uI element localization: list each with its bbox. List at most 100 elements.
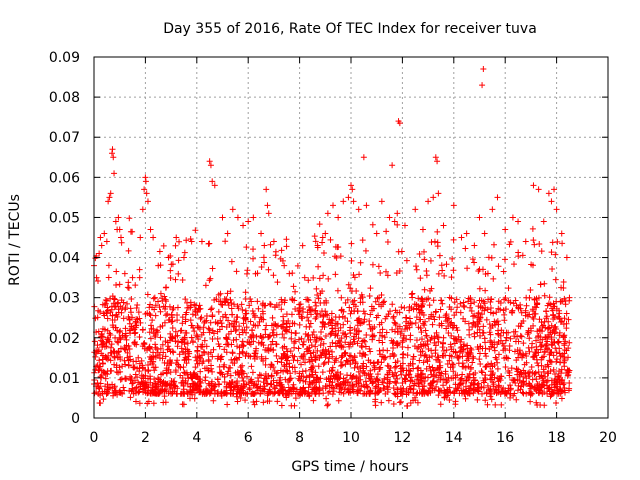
data-point	[185, 356, 192, 363]
data-point	[229, 311, 236, 318]
data-point	[279, 257, 286, 264]
data-point	[249, 307, 256, 314]
data-point	[424, 341, 431, 348]
data-point	[218, 392, 225, 399]
data-point	[515, 305, 522, 312]
data-point	[139, 343, 146, 350]
data-point	[559, 240, 566, 247]
data-point	[507, 335, 514, 342]
data-point	[99, 352, 106, 359]
data-point	[515, 354, 522, 361]
data-point	[95, 347, 102, 354]
data-point	[217, 290, 224, 297]
data-point	[96, 357, 103, 364]
data-point	[242, 289, 249, 296]
data-point	[531, 296, 538, 303]
data-point	[206, 277, 213, 284]
data-point	[179, 379, 186, 386]
data-point	[533, 304, 540, 311]
data-point	[159, 355, 166, 362]
data-point	[490, 241, 497, 248]
data-point	[372, 385, 379, 392]
data-point	[394, 341, 401, 348]
data-point	[396, 120, 403, 127]
data-point	[520, 340, 527, 347]
data-point	[349, 298, 356, 305]
data-point	[432, 342, 439, 349]
data-point	[299, 242, 306, 249]
data-point	[392, 328, 399, 335]
data-point	[523, 359, 530, 366]
data-point	[314, 347, 321, 354]
data-point	[194, 347, 201, 354]
data-point	[127, 356, 134, 363]
data-point	[363, 383, 370, 390]
data-point	[384, 347, 391, 354]
data-point	[534, 301, 541, 308]
data-point	[194, 360, 201, 367]
data-point	[115, 214, 122, 221]
data-point	[459, 347, 466, 354]
data-point	[101, 230, 108, 237]
data-point	[179, 320, 186, 327]
data-point	[554, 373, 561, 380]
data-point	[299, 315, 306, 322]
data-point	[337, 358, 344, 365]
data-point	[460, 315, 467, 322]
data-point	[565, 316, 572, 323]
data-point	[453, 324, 460, 331]
data-point	[471, 377, 478, 384]
data-point	[555, 339, 562, 346]
data-point	[130, 364, 137, 371]
data-point	[412, 319, 419, 326]
data-point	[537, 334, 544, 341]
data-point	[198, 314, 205, 321]
data-point	[410, 386, 417, 393]
data-point	[183, 299, 190, 306]
data-point	[487, 387, 494, 394]
data-point	[526, 311, 533, 318]
data-point	[234, 303, 241, 310]
data-point	[272, 321, 279, 328]
data-point	[351, 364, 358, 371]
data-point	[422, 352, 429, 359]
data-point	[406, 383, 413, 390]
data-point	[164, 310, 171, 317]
data-point	[264, 380, 271, 387]
data-point	[446, 396, 453, 403]
data-point	[345, 194, 352, 201]
data-point	[515, 249, 522, 256]
data-point	[554, 238, 561, 245]
data-point	[296, 311, 303, 318]
data-point	[400, 332, 407, 339]
data-point	[155, 298, 162, 305]
data-point	[167, 334, 174, 341]
data-point	[337, 253, 344, 260]
data-point	[115, 369, 122, 376]
data-point	[94, 379, 101, 386]
data-point	[399, 380, 406, 387]
data-point	[209, 335, 216, 342]
data-point	[335, 214, 342, 221]
data-point	[92, 315, 99, 322]
data-point	[123, 336, 130, 343]
data-point	[338, 294, 345, 301]
data-point	[519, 252, 526, 259]
data-point	[391, 218, 398, 225]
data-point	[103, 310, 110, 317]
data-point	[210, 346, 217, 353]
data-point	[484, 270, 491, 277]
data-point	[479, 369, 486, 376]
data-point	[233, 268, 240, 275]
data-point	[321, 321, 328, 328]
data-point	[561, 334, 568, 341]
data-point	[530, 315, 537, 322]
data-point	[408, 374, 415, 381]
data-point	[535, 368, 542, 375]
data-point	[152, 352, 159, 359]
data-point	[95, 328, 102, 335]
data-point	[129, 274, 136, 281]
data-point	[119, 363, 126, 370]
data-point	[179, 401, 186, 408]
data-point	[300, 384, 307, 391]
